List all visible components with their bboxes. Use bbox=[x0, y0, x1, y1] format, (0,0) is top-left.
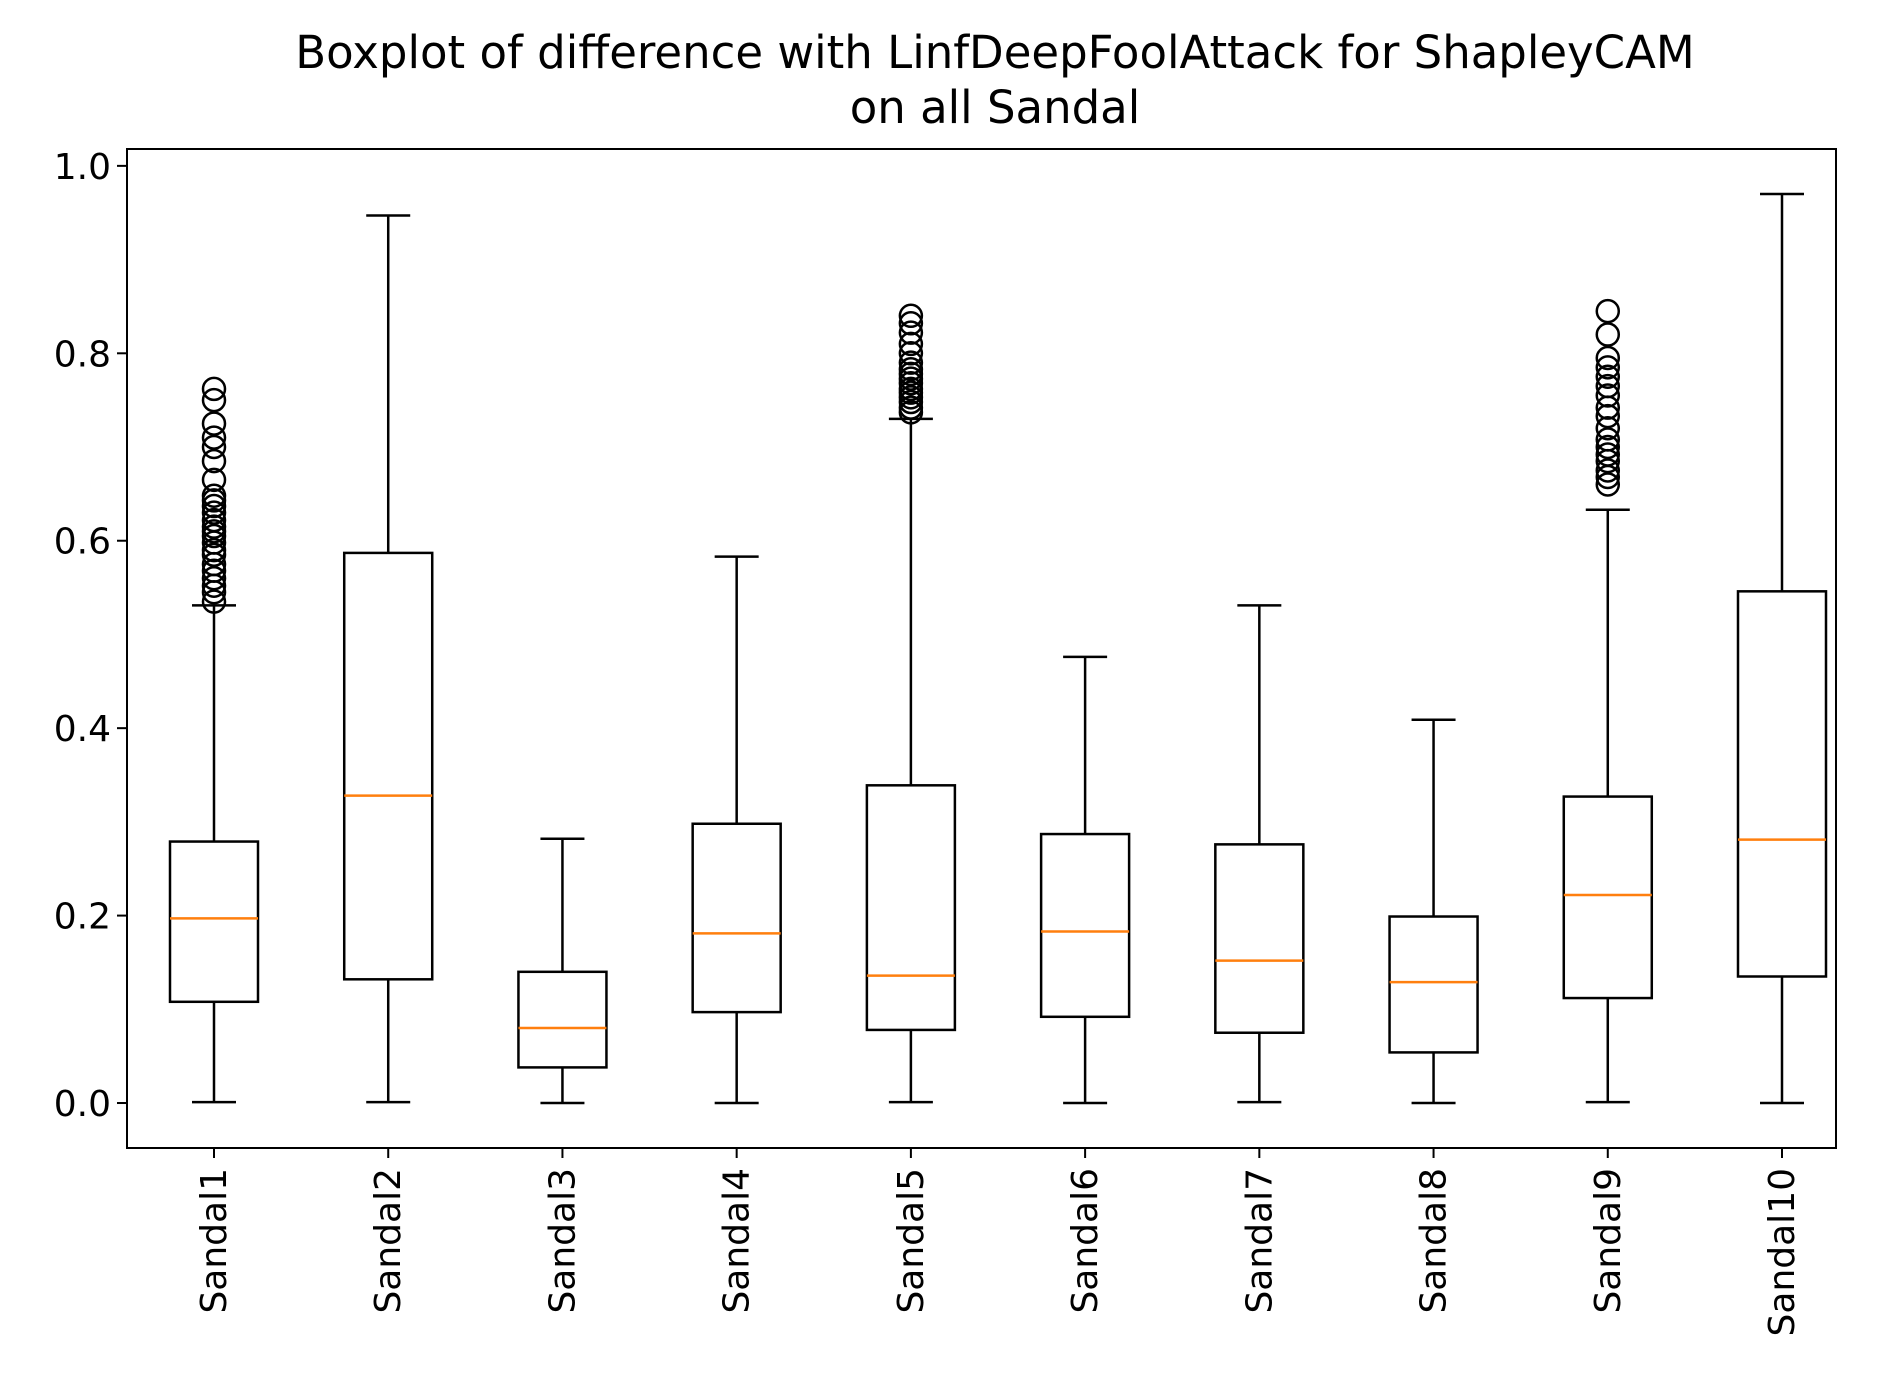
outlier-point bbox=[201, 507, 227, 533]
plot-content bbox=[168, 192, 1828, 1105]
outlier-point bbox=[1595, 322, 1621, 347]
y-tick-label: 0.6 bbox=[54, 522, 111, 563]
y-axis: 0.0 0.2 0.4 0.6 0.8 1.0 bbox=[54, 147, 127, 1125]
outlier-point bbox=[201, 411, 227, 436]
box-iqr bbox=[517, 970, 608, 1069]
outlier-point bbox=[1595, 458, 1621, 483]
y-tick-label: 1.0 bbox=[54, 147, 111, 188]
outlier-point bbox=[898, 350, 924, 375]
outlier-point bbox=[201, 448, 227, 474]
outlier-point bbox=[201, 434, 227, 460]
outlier-point bbox=[1595, 434, 1621, 460]
box-iqr bbox=[1736, 590, 1828, 978]
box-Sandal9 bbox=[1562, 298, 1654, 1104]
x-tick-label: Sandal8 bbox=[1414, 1168, 1455, 1314]
box-iqr bbox=[865, 784, 957, 1032]
outlier-point bbox=[201, 537, 227, 563]
outlier-point bbox=[898, 311, 924, 336]
box-iqr bbox=[691, 822, 782, 1014]
outlier-point bbox=[1595, 416, 1621, 441]
box-Sandal2 bbox=[342, 214, 434, 1104]
box-iqr bbox=[168, 840, 260, 1004]
outlier-point bbox=[898, 356, 924, 382]
x-tick-label: Sandal1 bbox=[194, 1168, 235, 1314]
outlier-point bbox=[201, 467, 227, 493]
outlier-point bbox=[201, 425, 227, 450]
box-Sandal4 bbox=[691, 555, 782, 1105]
box-iqr bbox=[1039, 832, 1131, 1019]
outlier-point bbox=[1595, 427, 1621, 452]
box-Sandal10 bbox=[1736, 192, 1828, 1105]
y-tick-label: 0.0 bbox=[54, 1084, 111, 1125]
x-tick-label: Sandal10 bbox=[1762, 1168, 1803, 1336]
x-tick-label: Sandal4 bbox=[717, 1168, 758, 1314]
outlier-point bbox=[201, 589, 227, 614]
x-tick-label: Sandal9 bbox=[1588, 1168, 1629, 1314]
outlier-point bbox=[1595, 298, 1621, 324]
outlier-point bbox=[1595, 442, 1621, 467]
outlier-point bbox=[201, 565, 227, 591]
box-iqr bbox=[1214, 843, 1305, 1034]
y-tick-label: 0.4 bbox=[54, 709, 111, 750]
x-tick-label: Sandal7 bbox=[1239, 1168, 1280, 1314]
outlier-point bbox=[201, 500, 227, 525]
box-Sandal6 bbox=[1039, 655, 1131, 1105]
box-iqr bbox=[1388, 915, 1479, 1054]
box-Sandal3 bbox=[517, 837, 608, 1105]
box-iqr bbox=[1562, 795, 1654, 1000]
outlier-point bbox=[201, 387, 227, 413]
outlier-point bbox=[1595, 472, 1621, 497]
outlier-point bbox=[1595, 355, 1621, 380]
outlier-point bbox=[898, 341, 924, 366]
outlier-point bbox=[201, 376, 227, 402]
x-axis: Sandal1 Sandal2 Sandal3 Sandal4 Sandal5 Sanda… bbox=[194, 1148, 1803, 1336]
outlier-point bbox=[201, 483, 227, 508]
outlier-point bbox=[898, 320, 924, 345]
outlier-point bbox=[201, 558, 227, 583]
outlier-point bbox=[1595, 383, 1621, 408]
outlier-point bbox=[898, 395, 924, 420]
outlier-point bbox=[1595, 403, 1621, 429]
box-Sandal5 bbox=[865, 303, 957, 1104]
outlier-point bbox=[201, 493, 227, 519]
x-tick-label: Sandal2 bbox=[368, 1168, 409, 1314]
plot-frame bbox=[126, 148, 1837, 1149]
chart-title-line-2: on all Sandal bbox=[850, 81, 1141, 134]
box-iqr bbox=[342, 551, 434, 981]
outlier-point bbox=[1595, 364, 1621, 389]
x-tick-label: Sandal3 bbox=[542, 1168, 583, 1314]
chart-title-line-1: Boxplot of difference with LinfDeepFoolA… bbox=[295, 26, 1694, 79]
outlier-point bbox=[898, 376, 924, 402]
outlier-point bbox=[898, 331, 924, 357]
y-tick-label: 0.8 bbox=[54, 334, 111, 375]
box-Sandal8 bbox=[1388, 718, 1479, 1105]
outlier-point bbox=[201, 514, 227, 539]
x-tick-label: Sandal6 bbox=[1065, 1168, 1106, 1314]
outlier-point bbox=[898, 303, 924, 329]
x-tick-label: Sandal5 bbox=[891, 1168, 932, 1314]
box-Sandal1 bbox=[168, 376, 260, 1104]
outlier-point bbox=[1595, 373, 1621, 399]
outlier-point bbox=[1595, 345, 1621, 371]
box-Sandal7 bbox=[1214, 604, 1305, 1104]
y-tick-label: 0.2 bbox=[54, 897, 111, 938]
